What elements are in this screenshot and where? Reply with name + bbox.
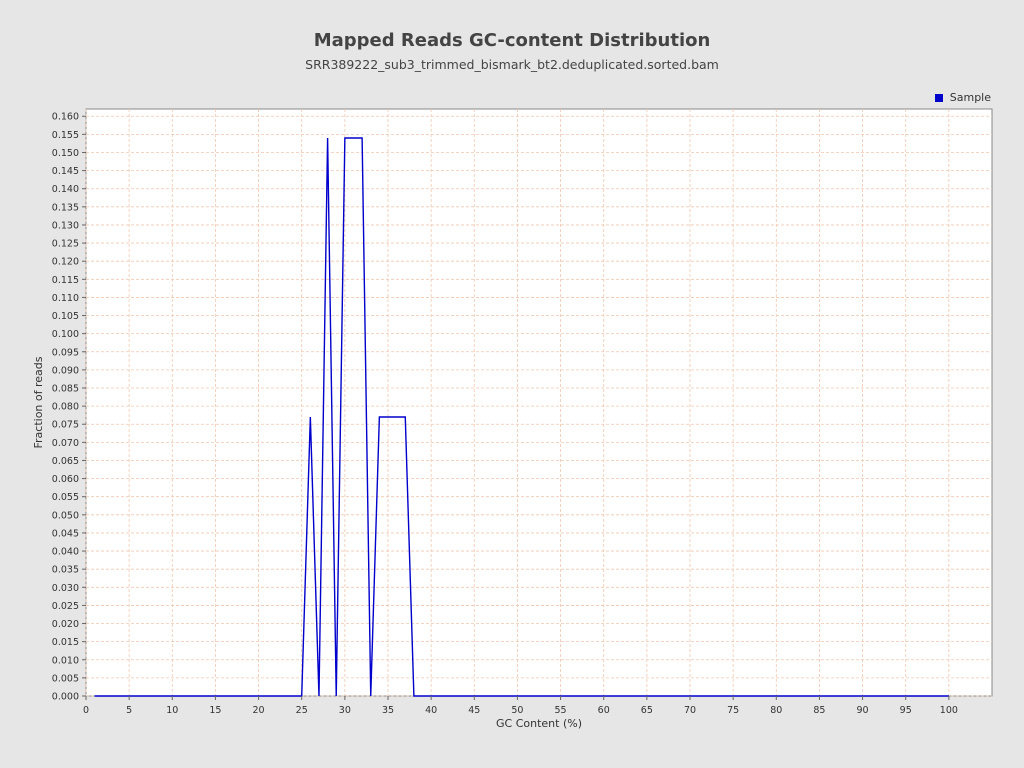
y-axis-title: Fraction of reads [32,356,45,448]
y-tick-label: 0.030 [52,583,79,594]
x-tick-label: 85 [813,705,825,716]
y-tick-label: 0.100 [52,329,79,340]
y-tick-label: 0.065 [52,456,79,467]
x-tick-label: 90 [857,705,869,716]
x-tick-label: 50 [511,705,523,716]
y-tick-label: 0.110 [52,293,79,304]
y-tick-label: 0.095 [52,347,79,358]
chart-subtitle: SRR389222_sub3_trimmed_bismark_bt2.dedup… [305,57,719,72]
x-tick-label: 95 [900,705,912,716]
y-tick-label: 0.075 [52,420,79,431]
y-tick-label: 0.080 [52,402,79,413]
y-tick-label: 0.150 [52,148,79,159]
series-layer [94,137,949,697]
y-tick-label: 0.160 [52,112,79,123]
y-tick-label: 0.105 [52,311,79,322]
legend-swatch [934,93,943,102]
x-tick-label: 35 [382,705,394,716]
y-tick-label: 0.090 [52,365,79,376]
y-tick-label: 0.035 [52,565,79,576]
y-tick-label: 0.000 [52,692,79,703]
y-tick-label: 0.005 [52,673,79,684]
y-tick-label: 0.085 [52,384,79,395]
y-tick-label: 0.130 [52,220,79,231]
x-tick-label: 30 [339,705,351,716]
x-tick-label: 70 [684,705,696,716]
y-tick-label: 0.070 [52,438,79,449]
x-tick-label: 65 [641,705,653,716]
x-tick-label: 75 [727,705,739,716]
y-tick-label: 0.135 [52,202,79,213]
y-tick-label: 0.050 [52,510,79,521]
x-tick-label: 20 [253,705,265,716]
y-tick-label: 0.010 [52,655,79,666]
x-axis: 0 5 10 15 20 25 30 35 40 45 50 55 60 65 70 75 80 85 90 95 10… [83,696,958,716]
y-axis: 0.000 0.005 0.010 0.015 0.020 0.025 0.030 0.035… [52,112,86,703]
x-tick-label: 45 [468,705,480,716]
x-tick-label: 55 [555,705,567,716]
series-line-sample [94,137,949,697]
y-tick-label: 0.060 [52,474,79,485]
x-tick-label: 15 [209,705,221,716]
x-tick-label: 40 [425,705,437,716]
y-tick-label: 0.125 [52,239,79,250]
plot-area [85,108,993,697]
y-tick-label: 0.145 [52,166,79,177]
y-tick-label: 0.025 [52,601,79,612]
chart-title: Mapped Reads GC-content Distribution [313,30,711,51]
y-tick-label: 0.055 [52,492,79,503]
x-tick-label: 100 [940,705,958,716]
y-tick-label: 0.045 [52,528,79,539]
x-tick-label: 25 [296,705,308,716]
legend-label: Sample [949,91,991,104]
y-tick-label: 0.140 [52,184,79,195]
legend: Sample [934,91,991,104]
y-tick-label: 0.120 [52,257,79,268]
x-tick-label: 60 [598,705,610,716]
x-axis-title: GC Content (%) [496,717,582,730]
y-tick-label: 0.115 [52,275,79,286]
x-tick-label: 10 [166,705,178,716]
y-tick-label: 0.015 [52,637,79,648]
y-tick-label: 0.020 [52,619,79,630]
x-tick-label: 80 [770,705,782,716]
x-tick-label: 5 [126,705,132,716]
y-tick-label: 0.155 [52,130,79,141]
x-tick-label: 0 [83,705,89,716]
y-tick-label: 0.040 [52,547,79,558]
